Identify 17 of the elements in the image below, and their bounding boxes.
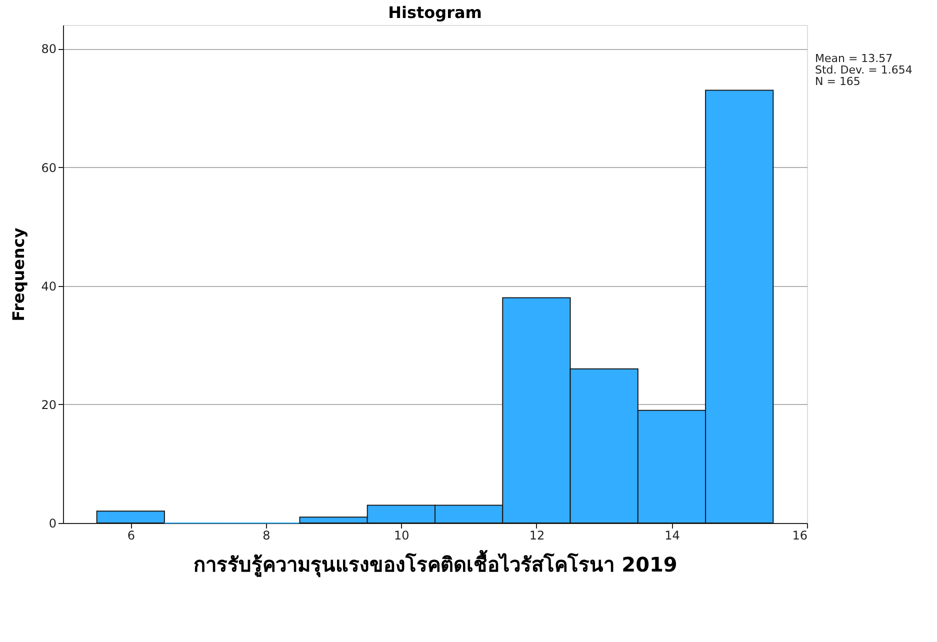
- x-tick-label: 16: [792, 528, 808, 542]
- x-tick-label: 6: [127, 528, 135, 542]
- x-tick-label: 12: [529, 528, 545, 542]
- y-tick-label: 20: [41, 398, 56, 412]
- x-axis-title: การรับรู้ความรุนแรงของโรคติดเชื้อไวรัสโคโรนา 2019: [194, 550, 678, 578]
- y-axis-title: Frequency: [9, 227, 28, 322]
- y-tick-label: 80: [41, 42, 56, 56]
- x-tick-label: 14: [664, 528, 680, 542]
- text: N = 165: [815, 75, 860, 88]
- y-tick-label: 40: [41, 279, 56, 294]
- text: Std. Dev. = 1.654: [815, 64, 912, 76]
- chart-title: Histogram: [388, 3, 482, 22]
- text: Mean = 13.57: [815, 52, 893, 65]
- y-tick-label: 60: [41, 160, 56, 175]
- y-tick-label: 0: [48, 516, 56, 530]
- x-tick-label: 8: [262, 528, 270, 542]
- x-tick-label: 10: [394, 528, 410, 542]
